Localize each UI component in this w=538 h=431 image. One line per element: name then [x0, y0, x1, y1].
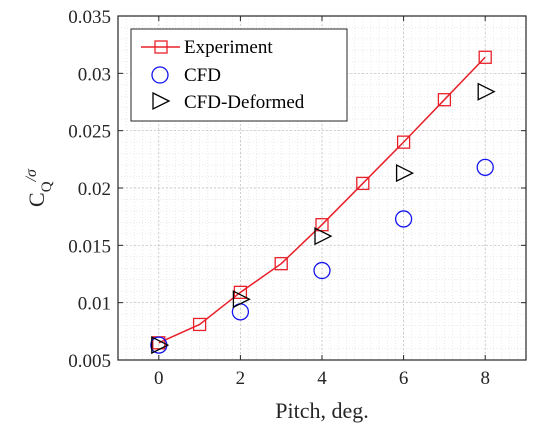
- y-tick-label: 0.02: [78, 179, 111, 200]
- y-axis-label-sub: Q: [39, 181, 55, 192]
- experiment-point: [478, 50, 492, 64]
- legend-label-cfd: CFD: [184, 65, 221, 86]
- x-tick-labels: 0 2 4 6 8: [154, 368, 490, 389]
- legend-label-experiment: Experiment: [184, 37, 273, 58]
- experiment-point: [396, 135, 411, 149]
- legend-marker-experiment: [154, 40, 168, 54]
- legend: Experiment CFD CFD-Deformed: [130, 28, 348, 122]
- tick-marks: [118, 15, 526, 361]
- y-axis-label: CQ/σ: [23, 168, 55, 207]
- x-tick-label: 6: [399, 368, 409, 389]
- legend-label-cfd-deformed: CFD-Deformed: [184, 92, 305, 113]
- legend-entry-cfd-deformed: CFD-Deformed: [152, 91, 305, 113]
- experiment-line: [158, 56, 486, 344]
- y-axis-label-suffix: /σ: [23, 168, 40, 182]
- y-tick-label: 0.015: [68, 236, 111, 257]
- y-tick-label: 0.03: [78, 64, 111, 85]
- cfd-deformed-point: [232, 290, 251, 309]
- x-tick-label: 8: [480, 368, 490, 389]
- cfd-point: [394, 210, 413, 228]
- y-tick-label: 0.01: [78, 294, 111, 315]
- experiment-point: [274, 257, 288, 271]
- cfd-point: [313, 261, 331, 280]
- series-layer: [150, 50, 496, 355]
- x-tick-label: 2: [236, 368, 246, 389]
- y-axis-label-main: C: [24, 192, 49, 207]
- legend-entry-experiment: Experiment: [141, 37, 273, 58]
- cfd-point: [476, 158, 494, 177]
- experiment-point: [437, 93, 452, 107]
- legend-marker-cfd-deformed: [152, 91, 171, 111]
- y-tick-labels: 0.005 0.01 0.015 0.02 0.025 0.03 0.035: [68, 7, 111, 372]
- y-tick-label: 0.025: [68, 122, 111, 143]
- x-tick-label: 4: [317, 368, 327, 389]
- y-tick-label: 0.005: [68, 351, 111, 372]
- experiment-point: [192, 317, 207, 332]
- legend-marker-cfd: [151, 66, 169, 84]
- y-tick-label: 0.035: [68, 7, 111, 28]
- experiment-point: [356, 176, 370, 191]
- cfd-deformed-point: [314, 227, 333, 246]
- x-tick-label: 0: [154, 368, 164, 389]
- experiment-point: [315, 218, 329, 232]
- cfd-deformed-point: [477, 82, 496, 101]
- x-axis-label: Pitch, deg.: [275, 398, 369, 423]
- legend-box: [130, 28, 348, 122]
- cfd-deformed-point: [395, 164, 415, 183]
- legend-entry-cfd: CFD: [151, 65, 221, 86]
- cfd-deformed-point: [151, 336, 170, 355]
